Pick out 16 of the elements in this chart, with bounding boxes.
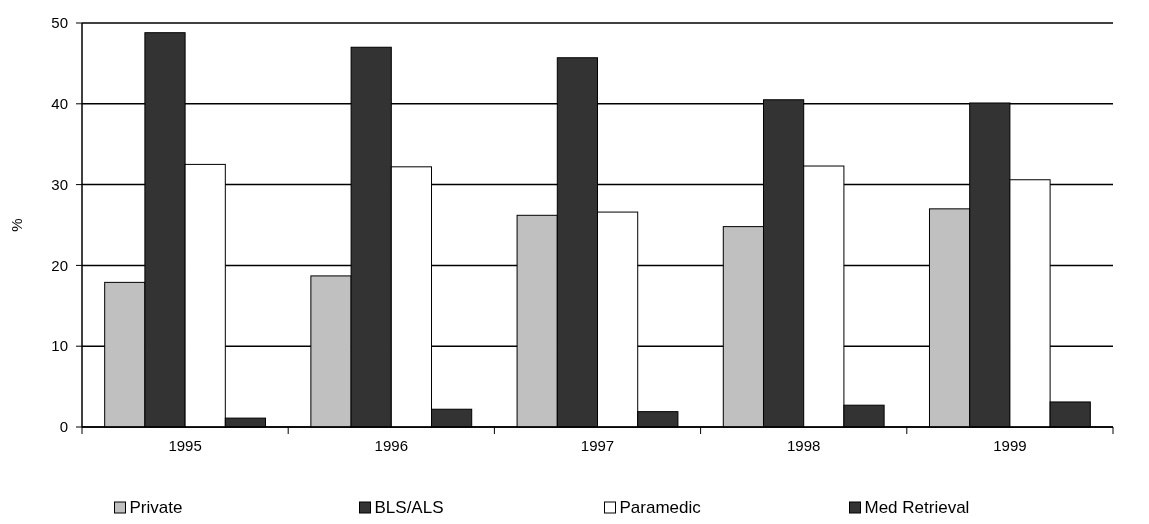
legend-label: Paramedic <box>619 498 702 517</box>
y-tick-label: 40 <box>51 95 68 113</box>
x-tick-label: 1997 <box>580 437 615 454</box>
y-axis-title: % <box>8 218 25 232</box>
x-tick-label: 1999 <box>993 437 1027 454</box>
y-tick-label: 50 <box>51 14 68 32</box>
x-tick-label: 1998 <box>787 437 821 454</box>
x-tick-label: 1995 <box>168 437 202 454</box>
y-tick-label: 0 <box>59 418 68 436</box>
y-tick-label: 30 <box>51 175 68 193</box>
y-tick-label: 20 <box>51 256 68 274</box>
x-tick-label: 1996 <box>374 437 408 454</box>
y-tick-label: 10 <box>51 337 68 355</box>
legend-label: BLS/ALS <box>374 498 444 517</box>
legend-label: Private <box>129 498 183 517</box>
legend-label: Med Retrieval <box>864 498 970 517</box>
